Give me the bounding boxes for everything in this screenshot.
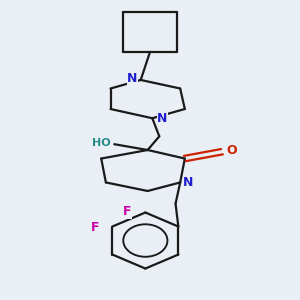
Text: HO: HO xyxy=(92,138,110,148)
Text: N: N xyxy=(183,176,194,189)
Text: N: N xyxy=(127,72,137,86)
Text: O: O xyxy=(226,144,237,157)
Text: F: F xyxy=(122,205,131,218)
Text: N: N xyxy=(158,112,168,125)
Text: F: F xyxy=(91,221,99,234)
